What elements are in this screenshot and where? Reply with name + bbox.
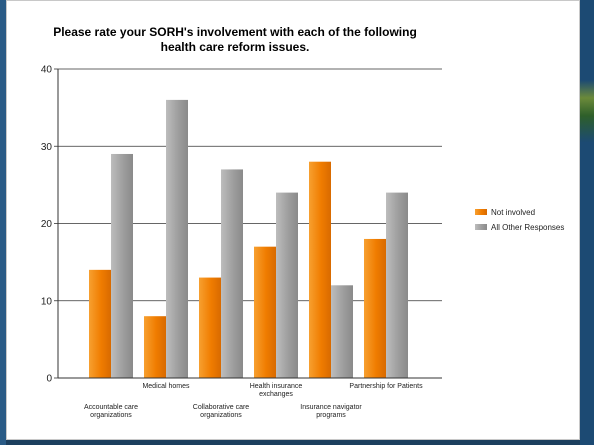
y-tick-label: 30	[41, 142, 53, 153]
category-label: Partnership for Patients	[349, 383, 423, 390]
legend-swatch-all-other-responses	[475, 224, 487, 230]
category-label: organizations	[90, 412, 132, 419]
right-background-strip	[580, 0, 594, 445]
bar-not-involved-5	[364, 238, 386, 378]
category-label: organizations	[200, 412, 242, 419]
y-tick-label: 20	[41, 219, 53, 230]
bar-all-other-responses-2	[221, 169, 243, 378]
category-label: exchanges	[259, 391, 293, 398]
bar-all-other-responses-1	[166, 99, 188, 379]
y-tick-label: 10	[41, 296, 53, 307]
y-tick-label: 0	[46, 374, 52, 385]
bar-not-involved-4	[309, 161, 331, 378]
bar-all-other-responses-0	[111, 153, 133, 378]
category-label: Medical homes	[142, 383, 190, 390]
y-axis-tick-labels: 0 10 20 30 40	[41, 65, 53, 385]
bar-not-involved-3	[254, 246, 276, 378]
legend: Not involved All Other Responses	[475, 208, 564, 232]
chart-title-line-1: Please rate your SORH's involvement with…	[53, 25, 417, 39]
bar-not-involved-1	[144, 316, 166, 378]
y-tick-label: 40	[41, 65, 53, 76]
legend-swatch-not-involved	[475, 209, 487, 215]
chart-title: Please rate your SORH's involvement with…	[53, 25, 417, 54]
bars	[89, 99, 408, 379]
chart-slide: Please rate your SORH's involvement with…	[6, 0, 580, 440]
bar-chart: Please rate your SORH's involvement with…	[41, 25, 565, 419]
chart-title-line-2: health care reform issues.	[161, 40, 310, 54]
category-label: programs	[316, 412, 346, 419]
bar-all-other-responses-3	[276, 192, 298, 378]
legend-label: All Other Responses	[491, 223, 564, 232]
bar-not-involved-0	[89, 269, 111, 378]
bar-all-other-responses-5	[386, 192, 408, 378]
bar-all-other-responses-4	[331, 285, 353, 378]
category-label: Accountable care	[84, 404, 138, 411]
bar-not-involved-2	[199, 277, 221, 378]
category-label: Collaborative care	[193, 404, 250, 411]
legend-label: Not involved	[491, 208, 535, 217]
category-label: Insurance navigator	[300, 404, 362, 411]
category-label: Health insurance	[250, 383, 303, 390]
left-background-strip	[0, 0, 6, 445]
